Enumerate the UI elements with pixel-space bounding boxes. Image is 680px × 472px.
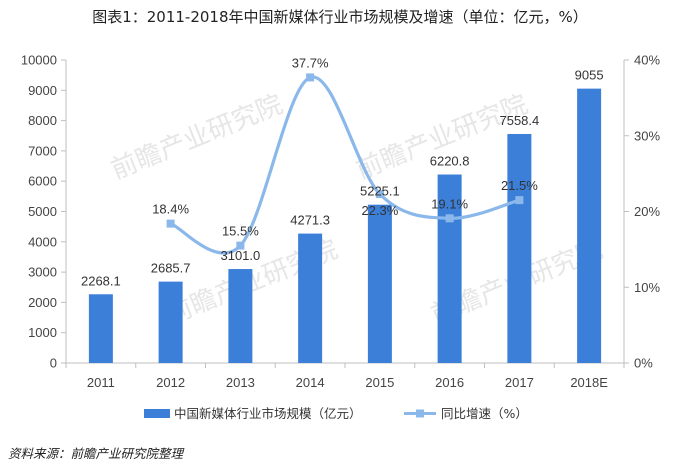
watermark-text: 前瞻产业研究院 bbox=[352, 90, 532, 186]
bar bbox=[298, 233, 323, 363]
y-tick-label: 1000 bbox=[28, 325, 57, 340]
watermark-text: 前瞻产业研究院 bbox=[107, 90, 287, 186]
y2-tick-label: 40% bbox=[634, 53, 660, 68]
bar bbox=[577, 88, 602, 364]
y-tick-label: 4000 bbox=[28, 234, 57, 249]
x-tick-label: 2017 bbox=[505, 375, 534, 390]
bar-value-label: 4271.3 bbox=[290, 213, 330, 228]
growth-value-label: 18.4% bbox=[152, 202, 189, 217]
bar-value-label: 6220.8 bbox=[430, 154, 470, 169]
growth-marker bbox=[375, 190, 384, 199]
x-tick-label: 2015 bbox=[365, 375, 394, 390]
x-tick-label: 2014 bbox=[296, 375, 325, 390]
bar bbox=[158, 281, 183, 363]
bar-value-label: 2268.1 bbox=[81, 273, 121, 288]
y-tick-label: 9000 bbox=[28, 83, 57, 98]
x-tick-label: 2016 bbox=[435, 375, 464, 390]
y-tick-label: 8000 bbox=[28, 113, 57, 128]
legend-line-marker bbox=[416, 409, 424, 418]
y-tick-label: 5000 bbox=[28, 204, 57, 219]
y2-tick-label: 10% bbox=[634, 280, 660, 295]
y-tick-label: 10000 bbox=[21, 53, 57, 68]
bar-value-label: 2685.7 bbox=[151, 261, 191, 276]
y-tick-label: 3000 bbox=[28, 265, 57, 280]
y-tick-label: 2000 bbox=[28, 295, 57, 310]
x-tick-label: 2012 bbox=[156, 375, 185, 390]
bar bbox=[88, 294, 113, 363]
bar bbox=[437, 174, 462, 363]
growth-value-label: 22.3% bbox=[361, 203, 398, 218]
y2-tick-label: 20% bbox=[634, 204, 660, 219]
bar bbox=[228, 269, 253, 363]
x-tick-label: 2013 bbox=[226, 375, 255, 390]
bar-value-label: 5225.1 bbox=[360, 184, 400, 199]
bar bbox=[507, 133, 532, 363]
growth-value-label: 19.1% bbox=[431, 196, 468, 211]
growth-marker bbox=[445, 214, 454, 223]
legend-bar-swatch bbox=[144, 409, 170, 418]
source-note: 资料来源：前瞻产业研究院整理 bbox=[8, 446, 184, 461]
growth-value-label: 21.5% bbox=[501, 178, 538, 193]
growth-value-label: 37.7% bbox=[292, 55, 329, 70]
x-tick-label: 2018E bbox=[570, 375, 608, 390]
y-tick-label: 6000 bbox=[28, 174, 57, 189]
growth-marker bbox=[166, 219, 175, 228]
y-tick-label: 0 bbox=[50, 356, 57, 371]
legend-line-label: 同比增速（%） bbox=[441, 406, 528, 421]
growth-marker bbox=[236, 241, 245, 250]
bar-value-label: 9055 bbox=[575, 68, 604, 83]
bar-value-label: 7558.4 bbox=[499, 113, 539, 128]
growth-marker bbox=[515, 196, 524, 205]
chart-title: 图表1：2011-2018年中国新媒体行业市场规模及增速（单位：亿元，%） bbox=[92, 8, 588, 26]
growth-value-label: 15.5% bbox=[222, 224, 259, 239]
y2-tick-label: 0% bbox=[634, 356, 653, 371]
y-tick-label: 7000 bbox=[28, 143, 57, 158]
legend-bar-label: 中国新媒体行业市场规模（亿元） bbox=[174, 406, 362, 421]
y2-tick-label: 30% bbox=[634, 128, 660, 143]
growth-marker bbox=[306, 73, 315, 82]
bar bbox=[367, 204, 392, 363]
bar-value-label: 3101.0 bbox=[220, 248, 260, 263]
x-tick-label: 2011 bbox=[87, 375, 115, 390]
